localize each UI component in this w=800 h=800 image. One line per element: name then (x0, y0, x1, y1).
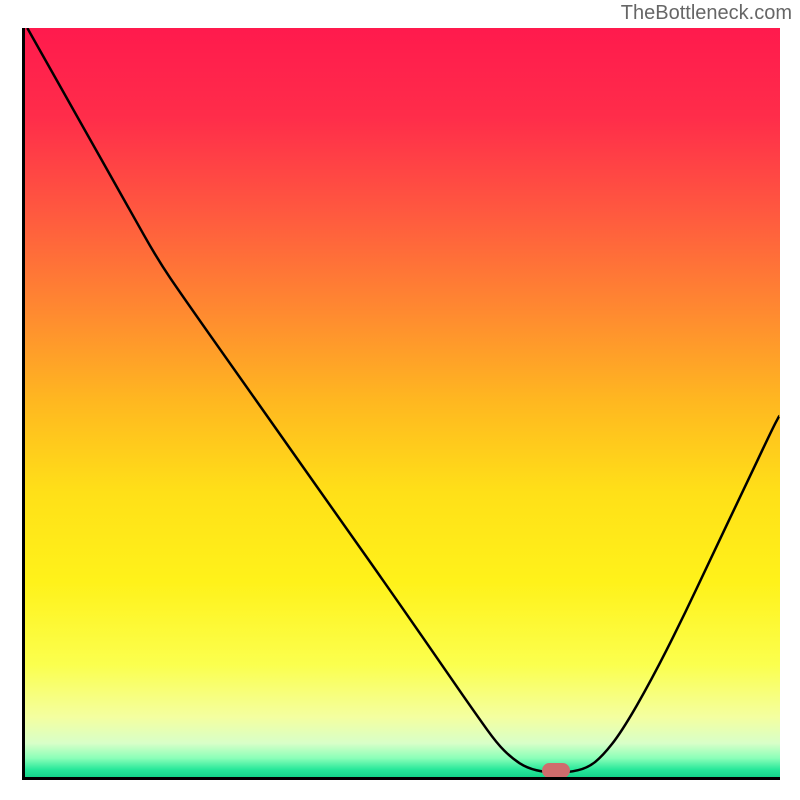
watermark-text: TheBottleneck.com (621, 2, 792, 25)
chart-container: TheBottleneck.com (0, 0, 800, 800)
bottleneck-curve (25, 28, 780, 777)
plot-frame (22, 28, 780, 780)
optimum-marker (542, 763, 570, 778)
